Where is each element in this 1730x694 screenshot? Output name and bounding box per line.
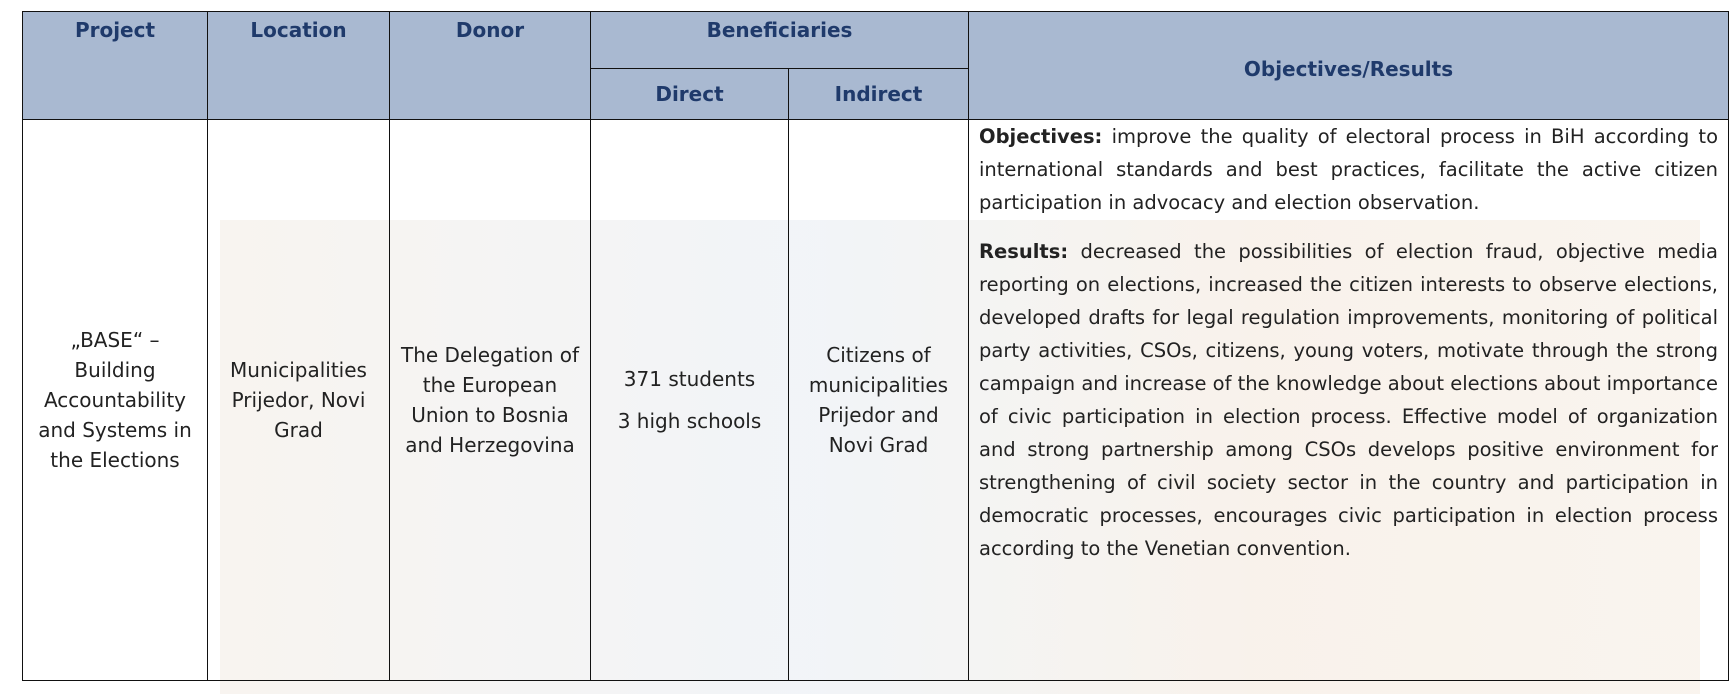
label: Results: [979,240,1069,263]
direct-item: 371 students [623,367,756,391]
text: decreased the possibilities of election … [979,240,1718,560]
cell-donor: The Delegation of the European Union to … [389,119,591,681]
header-project: Project [22,11,208,120]
direct-item: 3 high schools [617,409,762,433]
results-paragraph: Results: decreased the possibilities of … [979,235,1718,565]
header-objectives: Objectives/Results [968,11,1729,120]
cell-objectives: Objectives: improve the quality of elect… [968,119,1729,681]
cell-location: Municipalities Prijedor, Novi Grad [207,119,390,681]
text: improve the quality of electoral process… [979,125,1718,214]
projects-table: Project Location Donor Beneficiaries Obj… [22,11,1729,681]
header-indirect: Indirect [788,68,969,120]
cell-direct: 371 students 3 high schools [590,119,789,681]
header-beneficiaries: Beneficiaries [590,11,969,69]
cell-indirect: Citizens of municipalities Prijedor and … [788,119,969,681]
header-direct: Direct [590,68,789,120]
header-donor: Donor [389,11,591,120]
objectives-paragraph: Objectives: improve the quality of elect… [979,120,1718,219]
label: Objectives: [979,125,1103,148]
cell-project: „BASE“ – Building Accountability and Sys… [22,119,208,681]
header-location: Location [207,11,390,120]
